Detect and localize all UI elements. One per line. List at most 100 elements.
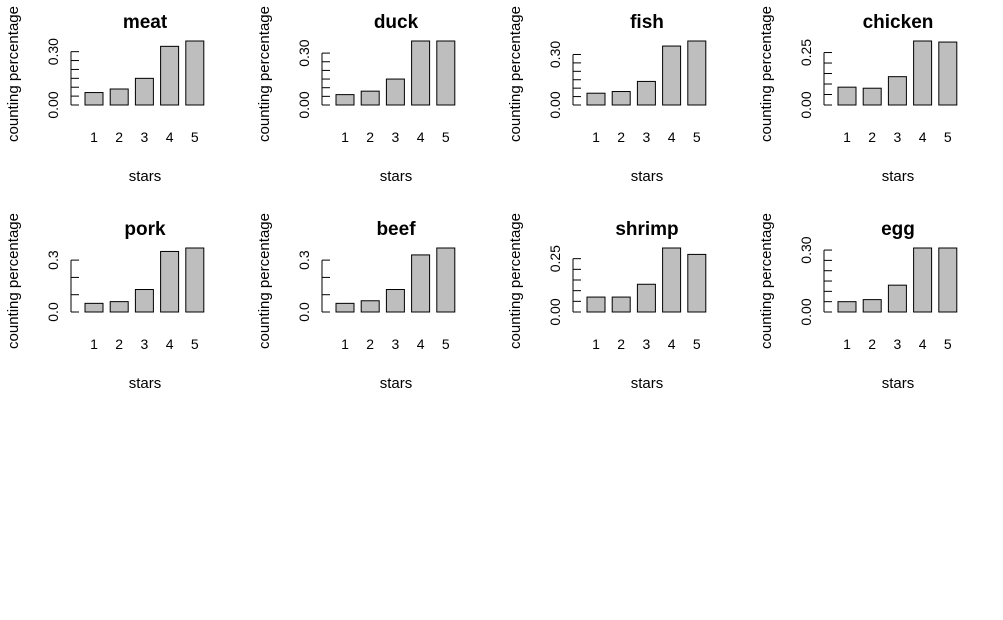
y-tick-label: 0.0 <box>296 302 312 322</box>
bar-duck-2 <box>360 90 380 106</box>
bar-duck-3 <box>385 78 405 106</box>
y-tick-label: 0.3 <box>296 250 312 270</box>
x-tick-label: 1 <box>341 129 349 145</box>
bar-pork-2 <box>109 301 129 313</box>
bar-pork-4 <box>160 250 180 313</box>
x-tick-label: 1 <box>843 129 851 145</box>
bar-egg-5 <box>938 247 958 313</box>
y-tick-label: 0.00 <box>798 91 814 118</box>
y-axis-label: counting percentage <box>256 6 273 142</box>
bar-beef-5 <box>436 247 456 313</box>
chart-title: egg <box>881 219 915 240</box>
bar-egg-4 <box>913 247 933 313</box>
y-axis-label: counting percentage <box>507 213 524 349</box>
y-tick-label: 0.30 <box>45 38 61 65</box>
x-tick-label: 3 <box>894 336 902 352</box>
x-axis-label: stars <box>631 168 664 185</box>
x-axis-label: stars <box>129 375 162 392</box>
bar-egg-2 <box>862 299 882 313</box>
bar-pork-3 <box>134 289 154 313</box>
x-tick-label: 2 <box>115 336 123 352</box>
x-axis-label: stars <box>631 375 664 392</box>
bar-beef-3 <box>385 289 405 313</box>
x-tick-label: 4 <box>668 336 676 352</box>
bar-egg-1 <box>837 301 857 313</box>
panel-pork: pork counting percentage stars 0.0 0.3 1 2 3 4 5 <box>5 213 205 392</box>
x-tick-label: 2 <box>868 129 876 145</box>
bar-meat-4 <box>160 45 180 106</box>
panel-shrimp: shrimp counting percentage stars 0.00 0.25 1 2… <box>507 213 707 392</box>
chart-title: meat <box>123 12 168 33</box>
x-tick-label: 3 <box>392 336 400 352</box>
bar-shrimp-4 <box>662 247 682 313</box>
bar-meat-5 <box>185 40 205 106</box>
x-tick-label: 5 <box>944 336 952 352</box>
x-tick-label: 5 <box>693 129 701 145</box>
x-tick-label: 5 <box>191 129 199 145</box>
bar-fish-2 <box>611 91 631 106</box>
bar-chicken-3 <box>887 76 907 106</box>
x-tick-label: 2 <box>868 336 876 352</box>
x-tick-label: 4 <box>417 336 425 352</box>
panel-egg: egg counting percentage stars 0.00 0.30 1 2 3 4 5 <box>758 213 958 392</box>
x-tick-label: 4 <box>166 336 174 352</box>
y-tick-label: 0.00 <box>296 91 312 118</box>
x-tick-label: 1 <box>90 336 98 352</box>
bar-duck-1 <box>335 94 355 106</box>
bar-shrimp-1 <box>586 296 606 313</box>
y-axis-label: counting percentage <box>758 6 775 142</box>
x-tick-label: 4 <box>417 129 425 145</box>
bar-egg-3 <box>887 284 907 313</box>
x-tick-label: 4 <box>166 129 174 145</box>
y-tick-label: 0.00 <box>45 91 61 118</box>
chart-title: chicken <box>863 12 934 33</box>
y-tick-label: 0.25 <box>798 39 814 66</box>
x-tick-label: 1 <box>90 129 98 145</box>
y-tick-label: 0.00 <box>798 298 814 325</box>
y-axis-label: counting percentage <box>5 213 22 349</box>
y-axis-label: counting percentage <box>256 213 273 349</box>
x-tick-label: 1 <box>843 336 851 352</box>
x-tick-label: 5 <box>944 129 952 145</box>
y-axis-label: counting percentage <box>5 6 22 142</box>
bar-pork-1 <box>84 302 104 313</box>
x-axis-label: stars <box>380 375 413 392</box>
panel-duck: duck counting percentage stars 0.00 0.30 1 2 3 4… <box>256 6 456 185</box>
x-tick-label: 5 <box>442 129 450 145</box>
x-tick-label: 2 <box>115 129 123 145</box>
y-tick-label: 0.30 <box>547 41 563 68</box>
chart-title: pork <box>124 219 166 240</box>
bar-meat-2 <box>109 88 129 106</box>
chart-title: beef <box>376 219 416 240</box>
bar-fish-1 <box>586 92 606 106</box>
x-tick-label: 4 <box>668 129 676 145</box>
bar-beef-1 <box>335 302 355 313</box>
x-tick-label: 5 <box>693 336 701 352</box>
panel-chicken: chicken counting percentage stars 0.00 0.25 1… <box>758 6 958 185</box>
bar-beef-4 <box>411 254 431 313</box>
bar-duck-4 <box>411 40 431 106</box>
x-tick-label: 3 <box>643 129 651 145</box>
bar-shrimp-5 <box>687 253 707 313</box>
bar-meat-1 <box>84 92 104 106</box>
y-tick-label: 0.30 <box>798 236 814 263</box>
panel-beef: beef counting percentage stars 0.0 0.3 1 2 3 4 5 <box>256 213 456 392</box>
x-tick-label: 5 <box>442 336 450 352</box>
bar-pork-5 <box>185 247 205 313</box>
x-tick-label: 1 <box>592 129 600 145</box>
bar-chicken-5 <box>938 41 958 106</box>
bar-fish-4 <box>662 45 682 106</box>
bar-chicken-1 <box>837 86 857 106</box>
x-axis-label: stars <box>882 375 915 392</box>
x-axis-label: stars <box>129 168 162 185</box>
panel-meat: meat counting percentage stars 0.00 0.30 1 2 3 4… <box>5 6 205 185</box>
x-tick-label: 4 <box>919 129 927 145</box>
bar-chicken-4 <box>913 40 933 106</box>
x-tick-label: 3 <box>141 336 149 352</box>
y-axis-label: counting percentage <box>758 213 775 349</box>
x-axis-label: stars <box>380 168 413 185</box>
bar-fish-3 <box>636 80 656 106</box>
x-tick-label: 3 <box>141 129 149 145</box>
bar-meat-3 <box>134 77 154 106</box>
